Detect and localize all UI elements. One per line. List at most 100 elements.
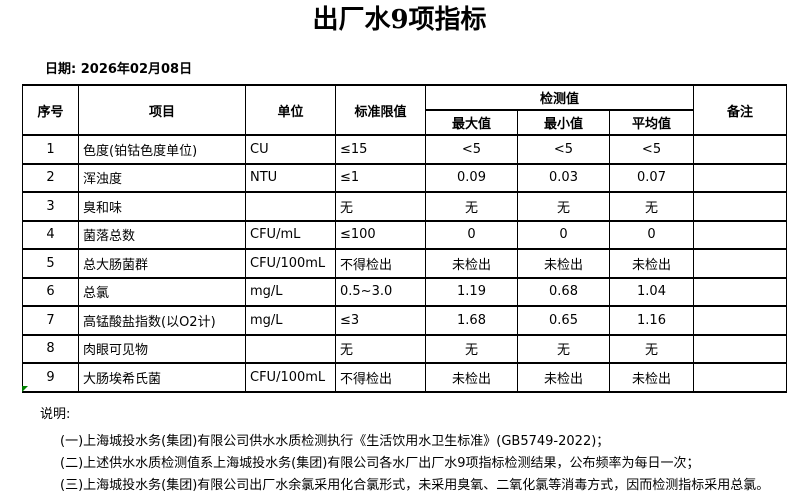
cell-avg: 未检出 (608, 248, 695, 279)
cell-avg: 1.04 (608, 276, 695, 307)
cell-max: 未检出 (425, 362, 518, 393)
cell-item: 肉眼可见物 (78, 333, 246, 364)
report-date: 日期: 2026年02月08日 (45, 62, 193, 77)
cell-item: 大肠埃希氏菌 (78, 362, 246, 393)
cell-min: 0 (517, 219, 610, 250)
header-avg: 平均值 (608, 109, 695, 136)
cell-unit: mg/L (245, 276, 336, 307)
cell-seq: 8 (22, 333, 79, 364)
note-line: (三)上海城投水务(集团)有限公司出厂水余氯采用化合氯形式，未采用臭氧、二氧化氯… (60, 477, 770, 493)
cell-remark (693, 248, 788, 279)
cell-avg: 无 (608, 191, 695, 222)
cell-limit: 无 (335, 191, 426, 222)
cell-min: 无 (517, 191, 610, 222)
cell-seq: 2 (22, 162, 79, 193)
cell-unit: CFU/mL (245, 219, 336, 250)
cell-limit: 0.5~3.0 (335, 276, 426, 307)
cell-item: 总氯 (78, 276, 246, 307)
cell-avg: 0.07 (608, 162, 695, 193)
table-row: 8 肉眼可见物 无 无 无 无 (22, 333, 788, 364)
table-row: 2 浑浊度 NTU ≤1 0.09 0.03 0.07 (22, 162, 788, 193)
note-line: (一)上海城投水务(集团)有限公司供水水质检测执行《生活饮用水卫生标准》(GB5… (60, 433, 610, 449)
note-line: (二)上述供水水质检测值系上海城投水务(集团)有限公司各水厂出厂水9项指标检测结… (60, 455, 700, 471)
cell-seq: 9 (22, 362, 79, 393)
cell-seq: 7 (22, 305, 79, 336)
page-title: 出厂水9项指标 (312, 5, 487, 35)
table-row: 1 色度(铂钴色度单位) CU ≤15 <5 <5 <5 (22, 134, 788, 165)
cell-item: 总大肠菌群 (78, 248, 246, 279)
cell-min: 无 (517, 333, 610, 364)
cell-min: 0.65 (517, 305, 610, 336)
header-detection: 检测值 (424, 84, 695, 111)
table-row: 5 总大肠菌群 CFU/100mL 不得检出 未检出 未检出 未检出 (22, 248, 788, 279)
cell-item: 浑浊度 (78, 162, 246, 193)
cell-avg: 0 (608, 219, 695, 250)
cell-item: 色度(铂钴色度单位) (78, 134, 246, 165)
cell-limit: 不得检出 (335, 248, 426, 279)
table-row: 9 大肠埃希氏菌 CFU/100mL 不得检出 未检出 未检出 未检出 (22, 362, 788, 393)
header-seq: 序号 (22, 84, 79, 136)
table-header: 序号 项目 单位 标准限值 检测值 备注 最大值 最小值 平均值 (22, 84, 788, 136)
cell-limit: ≤1 (335, 162, 426, 193)
table-row: 7 高锰酸盐指数(以O2计) mg/L ≤3 1.68 0.65 1.16 (22, 305, 788, 336)
cell-remark (693, 305, 788, 336)
cell-max: 未检出 (425, 248, 518, 279)
indicators-table: 序号 项目 单位 标准限值 检测值 备注 最大值 最小值 平均值 1 色度(铂钴… (22, 84, 788, 393)
cell-max: <5 (425, 134, 518, 165)
cell-seq: 6 (22, 276, 79, 307)
cell-max: 无 (425, 333, 518, 364)
cell-limit: 不得检出 (335, 362, 426, 393)
cell-limit: ≤100 (335, 219, 426, 250)
cell-max: 1.19 (425, 276, 518, 307)
corner-marker-icon (22, 386, 28, 392)
table-row: 6 总氯 mg/L 0.5~3.0 1.19 0.68 1.04 (22, 276, 788, 307)
cell-item: 高锰酸盐指数(以O2计) (78, 305, 246, 336)
cell-unit (245, 333, 336, 364)
header-max: 最大值 (425, 109, 518, 136)
header-unit: 单位 (245, 84, 336, 136)
cell-unit (245, 191, 336, 222)
cell-limit: ≤3 (335, 305, 426, 336)
cell-seq: 5 (22, 248, 79, 279)
cell-min: 0.68 (517, 276, 610, 307)
cell-seq: 3 (22, 191, 79, 222)
cell-min: <5 (517, 134, 610, 165)
cell-remark (693, 191, 788, 222)
cell-remark (693, 333, 788, 364)
cell-min: 未检出 (517, 248, 610, 279)
cell-unit: mg/L (245, 305, 336, 336)
table-row: 4 菌落总数 CFU/mL ≤100 0 0 0 (22, 219, 788, 250)
cell-remark (693, 276, 788, 307)
header-limit: 标准限值 (335, 84, 426, 136)
cell-seq: 1 (22, 134, 79, 165)
cell-remark (693, 362, 788, 393)
cell-max: 无 (425, 191, 518, 222)
cell-avg: 1.16 (608, 305, 695, 336)
table-body: 1 色度(铂钴色度单位) CU ≤15 <5 <5 <5 2 浑浊度 NTU ≤… (22, 134, 788, 393)
cell-unit: CU (245, 134, 336, 165)
cell-max: 0 (425, 219, 518, 250)
cell-seq: 4 (22, 219, 79, 250)
cell-unit: CFU/100mL (245, 248, 336, 279)
cell-min: 未检出 (517, 362, 610, 393)
notes-list: (一)上海城投水务(集团)有限公司供水水质检测执行《生活饮用水卫生标准》(GB5… (60, 431, 799, 493)
header-item: 项目 (78, 84, 246, 136)
cell-max: 1.68 (425, 305, 518, 336)
cell-item: 菌落总数 (78, 219, 246, 250)
cell-min: 0.03 (517, 162, 610, 193)
cell-avg: 未检出 (608, 362, 695, 393)
table-row: 3 臭和味 无 无 无 无 (22, 191, 788, 222)
header-row-sub: 最大值 最小值 平均值 (23, 109, 787, 136)
cell-avg: <5 (608, 134, 695, 165)
cell-item: 臭和味 (78, 191, 246, 222)
cell-unit: NTU (245, 162, 336, 193)
notes-label: 说明: (40, 406, 71, 422)
header-min: 最小值 (517, 109, 610, 136)
cell-max: 0.09 (425, 162, 518, 193)
header-row-top: 序号 项目 单位 标准限值 检测值 备注 (22, 84, 788, 136)
cell-limit: ≤15 (335, 134, 426, 165)
cell-remark (693, 134, 788, 165)
cell-remark (693, 162, 788, 193)
cell-unit: CFU/100mL (245, 362, 336, 393)
